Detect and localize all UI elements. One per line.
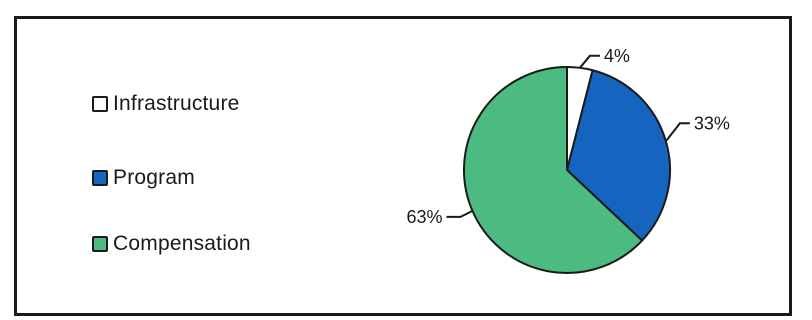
- legend-item-compensation: Compensation: [92, 228, 251, 260]
- legend-swatch-compensation: [92, 236, 108, 252]
- leader-line-compensation: [446, 210, 473, 218]
- leader-line-program: [665, 122, 690, 142]
- pie-slices: [463, 66, 671, 274]
- data-labels: 4% 33% 63%: [406, 46, 729, 227]
- data-label-compensation: 63%: [406, 207, 442, 227]
- legend-swatch-infrastructure: [92, 96, 108, 112]
- leader-line-infrastructure: [579, 54, 600, 69]
- legend-swatch-program: [92, 170, 108, 186]
- leader-lines: [446, 54, 690, 218]
- legend-label-compensation: Compensation: [113, 232, 251, 255]
- data-label-program: 33%: [694, 113, 730, 133]
- legend-label-program: Program: [113, 166, 195, 189]
- data-label-infrastructure: 4%: [604, 46, 630, 66]
- legend-item-program: Program: [92, 162, 195, 194]
- pie-slice-compensation: [463, 66, 644, 274]
- legend-label-infrastructure: Infrastructure: [113, 92, 240, 115]
- legend-item-infrastructure: Infrastructure: [92, 88, 240, 120]
